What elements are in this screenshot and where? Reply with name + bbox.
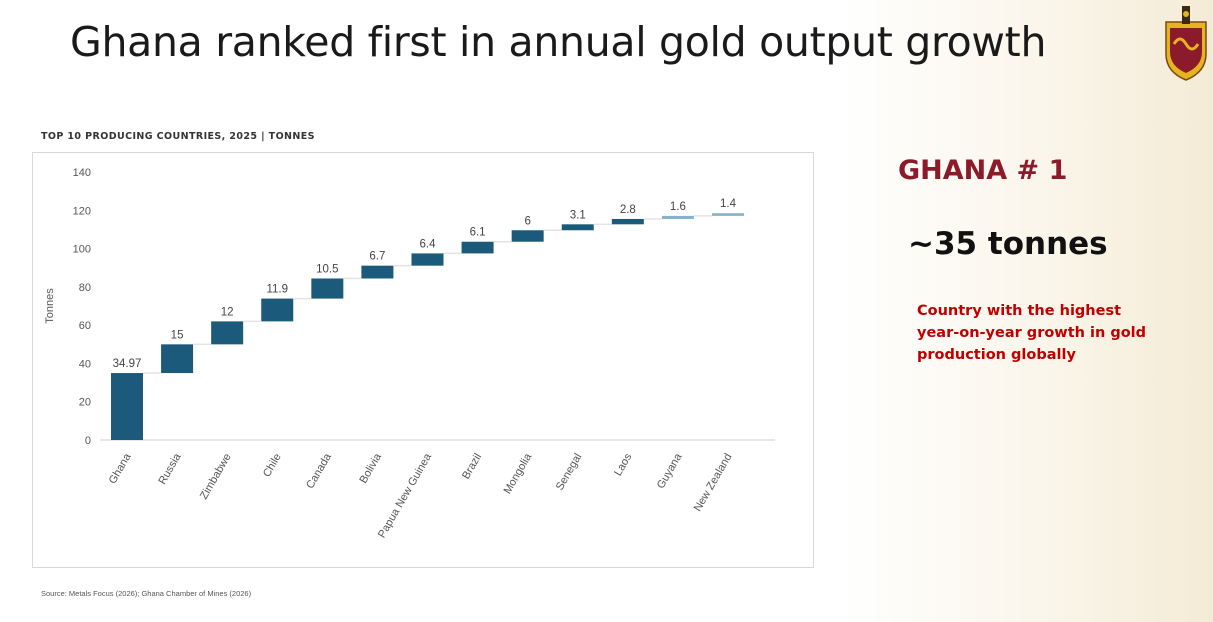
x-tick-label: New Zealand <box>692 452 735 514</box>
data-label: 1.4 <box>720 198 737 210</box>
bar-bolivia <box>361 265 394 279</box>
x-tick-label: Zimbabwe <box>198 452 234 502</box>
bar-russia <box>161 344 194 374</box>
data-label: 12 <box>221 306 234 318</box>
bar-canada <box>311 278 344 299</box>
bar-mongolia <box>511 230 544 242</box>
x-tick-label: Bolivia <box>357 451 384 486</box>
bar-ghana <box>111 373 143 440</box>
data-label: 1.6 <box>670 201 686 213</box>
x-tick-label: Senegal <box>554 452 585 493</box>
bar-chile <box>261 298 294 322</box>
chart-caption: TOP 10 PRODUCING COUNTRIES, 2025 | TONNE… <box>41 131 315 142</box>
y-axis-title: Tonnes <box>44 288 56 324</box>
x-tick-label: Canada <box>304 451 334 491</box>
x-tick-label: Papua New Guinea <box>376 451 435 540</box>
x-tick-label: Laos <box>612 451 635 478</box>
bar-senegal <box>561 224 594 231</box>
x-tick-label: Russia <box>156 451 184 487</box>
data-label: 11.9 <box>266 284 288 296</box>
data-label: 34.97 <box>113 358 142 370</box>
y-tick-label: 0 <box>85 435 91 447</box>
bar-papua-new-guinea <box>411 253 444 266</box>
data-label: 10.5 <box>316 263 338 275</box>
ranking-note: Country with the highest year-on-year gr… <box>917 303 1147 363</box>
data-label: 6 <box>524 215 530 227</box>
university-crest-icon <box>1165 6 1207 81</box>
data-label: 2.8 <box>620 204 636 216</box>
bar-new-zealand <box>712 213 744 216</box>
data-label: 15 <box>171 329 184 341</box>
y-tick-label: 100 <box>73 244 91 256</box>
data-label: 6.7 <box>369 251 385 263</box>
x-tick-label: Brazil <box>460 452 484 482</box>
data-label: 6.4 <box>420 238 437 250</box>
y-tick-label: 60 <box>79 320 91 332</box>
waterfall-chart: 0 20 40 60 80 100 120 140 Tonnes 34.97 Ghana 15 Russ… <box>44 167 775 540</box>
x-tick-label: Ghana <box>107 451 134 486</box>
data-label: 3.1 <box>570 209 586 221</box>
page-title: Ghana ranked first in annual gold output… <box>70 18 1047 66</box>
x-tick-label: Mongolia <box>502 451 535 496</box>
background-watermark <box>840 0 1213 622</box>
ghana-output-value: ~35 tonnes <box>908 226 1108 262</box>
source-note: Source: Metals Focus (2026); Ghana Chamb… <box>41 589 252 598</box>
x-tick-label: Chile <box>261 452 284 480</box>
x-tick-label: Guyana <box>655 451 685 491</box>
bar-laos <box>611 218 644 225</box>
bar-guyana <box>661 215 694 219</box>
data-label: 6.1 <box>470 227 486 239</box>
bar-brazil <box>461 241 494 254</box>
y-tick-label: 20 <box>79 397 91 409</box>
y-tick-label: 140 <box>73 167 91 179</box>
y-tick-label: 40 <box>79 358 91 370</box>
bar-zimbabwe <box>211 321 244 345</box>
chart-frame: 0 20 40 60 80 100 120 140 Tonnes 34.97 Ghana 15 Russ… <box>32 152 814 568</box>
y-tick-label: 120 <box>73 205 91 217</box>
ranking-heading: GHANA # 1 <box>898 155 1068 186</box>
y-tick-label: 80 <box>79 282 91 294</box>
